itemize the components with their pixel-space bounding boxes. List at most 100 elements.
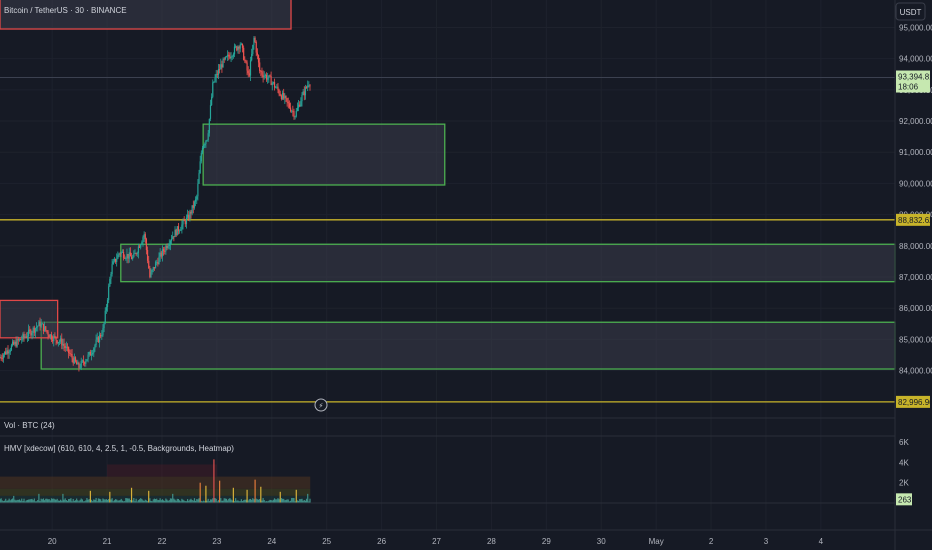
date-tick-label: 30	[597, 537, 606, 546]
candle-body	[26, 336, 29, 338]
volume-bar	[272, 499, 274, 503]
volume-bar	[217, 500, 220, 503]
candle-body	[152, 267, 154, 270]
candles-layer	[0, 35, 311, 372]
volume-bar	[157, 500, 159, 503]
candle-body	[9, 350, 11, 352]
volume-bar	[228, 498, 230, 503]
volume-bar	[172, 493, 174, 503]
candle-body	[136, 253, 138, 255]
volume-tick-label: 2K	[899, 479, 909, 488]
volume-bar	[191, 500, 193, 503]
date-tick-label: 26	[377, 537, 386, 546]
candle-body	[284, 95, 286, 99]
candle-body	[149, 268, 151, 278]
candle-body	[55, 336, 57, 341]
candle-body	[39, 321, 41, 327]
time-axis[interactable]: 20 21 22 23 24 25 26 27 28 29 30 May 2 3 4	[48, 537, 824, 546]
volume-bar	[207, 498, 209, 503]
volume-bar	[64, 498, 66, 503]
candle-body	[97, 337, 99, 343]
volume-bar	[133, 497, 135, 503]
candle-body	[189, 211, 191, 220]
volume-bar	[308, 501, 310, 503]
candle-body	[166, 245, 168, 248]
volume-bar	[180, 501, 182, 503]
volume-bar	[297, 500, 300, 503]
candle-body	[174, 229, 176, 238]
volume-bar	[149, 498, 151, 503]
currency-button[interactable]: USDT	[895, 2, 926, 21]
volume-bar	[21, 498, 23, 503]
candle-body	[44, 326, 46, 332]
date-tick-label: 24	[267, 537, 276, 546]
candle-body	[34, 328, 37, 333]
candle-body	[191, 205, 193, 214]
candle-body	[148, 260, 150, 269]
candle-body	[286, 98, 288, 102]
candle-body	[256, 52, 258, 56]
volume-bar	[93, 499, 95, 503]
candle-body	[10, 345, 13, 351]
volume-bar	[232, 487, 234, 503]
volume-bar	[24, 501, 26, 503]
volume-bar	[136, 501, 138, 503]
candle-body	[137, 246, 140, 254]
volume-bar	[178, 500, 181, 503]
candle-body	[49, 334, 51, 338]
volume-bar	[239, 501, 241, 503]
candle-body	[135, 253, 137, 255]
volume-bar	[255, 498, 257, 503]
volume-bar	[156, 498, 158, 503]
candle-body	[289, 107, 292, 112]
volume-bar	[212, 498, 214, 503]
volume-bar	[204, 501, 206, 503]
candle-body	[108, 286, 110, 301]
candle-body	[40, 323, 42, 327]
volume-bar	[146, 501, 149, 503]
volume-bar	[11, 498, 14, 503]
current-volume-tag	[896, 493, 912, 506]
candle-body	[225, 56, 228, 58]
candle-body	[201, 148, 204, 153]
volume-bar	[268, 500, 270, 503]
volume-bar	[137, 500, 140, 503]
volume-bar	[205, 485, 207, 503]
volume-bar	[122, 501, 125, 503]
volume-bar	[222, 500, 224, 503]
timezone-marker[interactable]: ⚡	[314, 398, 328, 412]
volume-bar	[177, 498, 180, 503]
volume-bar	[127, 498, 129, 503]
candle-body	[293, 111, 295, 117]
candle-body	[276, 86, 278, 88]
current-volume-label: 263	[898, 495, 912, 504]
price-tick-label: 88,000.00	[899, 242, 932, 251]
candle-body	[197, 183, 199, 197]
volume-bar	[69, 498, 71, 503]
candle-body	[233, 46, 236, 55]
candle-body	[192, 205, 194, 208]
candle-body	[129, 252, 132, 257]
level-price-label: 82,996.96	[898, 398, 932, 407]
candle-body	[118, 253, 120, 255]
candle-body	[3, 351, 6, 355]
volume-axis[interactable]: 6K 4K 2K	[899, 438, 909, 488]
volume-bar	[198, 498, 200, 503]
volume-bar	[231, 500, 233, 503]
volume-bar	[165, 498, 167, 503]
volume-bar	[36, 501, 38, 503]
candle-body	[113, 258, 115, 262]
candle-body	[255, 41, 257, 53]
chart-title: Bitcoin / TetherUS · 30 · BINANCE	[4, 6, 127, 15]
volume-bar	[119, 500, 121, 503]
candle-body	[188, 214, 190, 220]
volume-bar	[265, 501, 268, 503]
volume-layer	[0, 459, 311, 503]
candle-body	[209, 105, 212, 119]
candle-body	[262, 74, 264, 78]
candle-body	[79, 367, 81, 369]
volume-bar	[264, 501, 266, 503]
candle-body	[205, 140, 207, 145]
candle-body	[231, 56, 233, 58]
